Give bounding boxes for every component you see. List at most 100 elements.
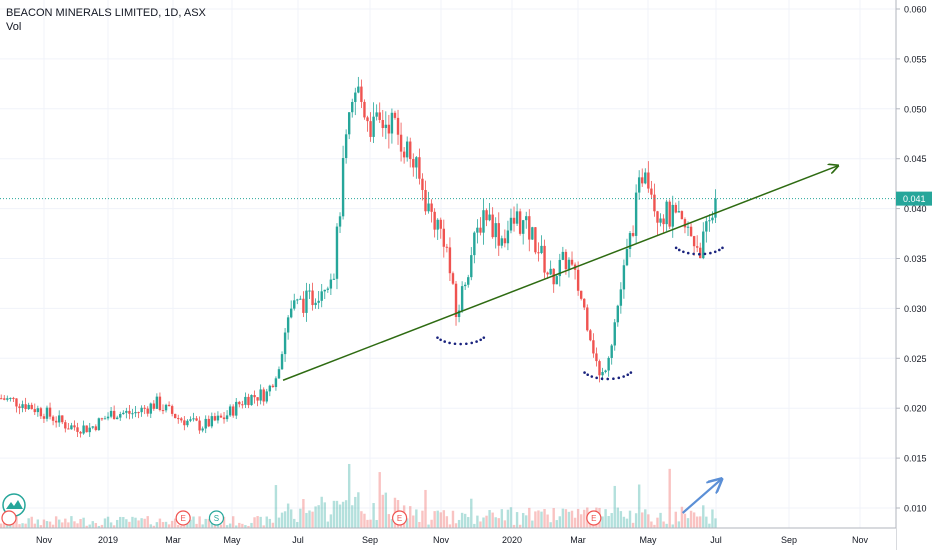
time-tick-label: Jul — [710, 535, 722, 545]
candle-body — [131, 413, 134, 415]
candle-body — [473, 232, 476, 256]
volume-bar — [64, 518, 67, 528]
candle-body — [0, 398, 3, 400]
arc-dot — [475, 340, 478, 343]
volume-bar — [711, 509, 714, 528]
candle-body — [689, 226, 693, 237]
candle-body — [366, 117, 369, 122]
volume-bar — [161, 522, 165, 528]
trendline-arrow[interactable] — [282, 166, 838, 381]
volume-bar — [146, 516, 149, 528]
volume-bar — [299, 508, 302, 528]
volume-bar — [289, 509, 293, 528]
volume-bar — [570, 510, 574, 528]
event-marker-circle[interactable] — [392, 510, 408, 526]
candle-body — [714, 198, 717, 218]
arc-dot — [590, 375, 594, 378]
candle-body — [320, 291, 323, 301]
volume-bar — [259, 516, 262, 528]
candle-body — [161, 410, 165, 412]
candle-body — [412, 159, 415, 168]
candle-body — [457, 310, 461, 318]
volume-bar — [503, 520, 507, 528]
candle-body — [540, 245, 543, 254]
volume-bar — [607, 516, 610, 528]
volume-bar — [634, 513, 638, 528]
volume-bar — [647, 514, 650, 528]
candle-body — [369, 121, 372, 137]
volume-bar — [308, 510, 311, 528]
volume-bar — [421, 510, 424, 528]
event-marker-circle[interactable] — [175, 510, 191, 526]
candle-body — [238, 401, 241, 405]
volume-bar — [30, 516, 33, 528]
candle-body — [659, 218, 662, 223]
volume-bar — [491, 512, 494, 528]
volume-bar — [250, 522, 253, 528]
volume-bar — [531, 520, 534, 528]
event-marker-circle[interactable] — [586, 510, 602, 526]
candle-body — [488, 214, 491, 221]
volume-bar — [525, 515, 528, 528]
volume-bar — [338, 504, 342, 528]
candle-body — [641, 177, 644, 184]
chart-logo-icon[interactable] — [1, 493, 26, 526]
candle-body — [442, 228, 446, 247]
volume-bar — [482, 517, 485, 528]
volume-bar — [625, 518, 629, 528]
volume-bar — [381, 494, 384, 528]
volume-bar — [45, 521, 49, 528]
volume-bar — [485, 515, 488, 528]
volume-bar — [238, 522, 241, 528]
candle-body — [51, 416, 55, 421]
volume-bar — [317, 505, 320, 528]
volume-bar — [341, 501, 345, 528]
volume-bar — [537, 510, 540, 528]
candle-body — [256, 397, 259, 401]
candle-body — [607, 357, 610, 371]
volume-bar — [15, 516, 18, 528]
candle-body — [259, 389, 262, 401]
candle-body — [112, 410, 116, 420]
candle-body — [79, 431, 82, 434]
price-axis[interactable]: 0.060 0.055 0.050 0.045 0.040 0.035 0.030 0.025… — [895, 0, 932, 550]
volume-bar — [253, 517, 256, 528]
volume-bar — [552, 508, 555, 528]
volume-bar — [534, 511, 537, 528]
volume-bar — [714, 518, 717, 528]
candle-body — [592, 340, 595, 354]
candle-body — [686, 226, 690, 228]
event-marker-circle[interactable] — [208, 510, 225, 526]
candle-body — [347, 112, 351, 135]
candle-body — [231, 406, 235, 416]
time-axis[interactable]: Nov 2019 Mar May Jul Sep Nov 2020 Mar May Jul Sep No… — [0, 527, 896, 550]
candle-body — [445, 246, 449, 248]
candle-body — [555, 276, 558, 285]
volume-bar — [247, 525, 250, 528]
candle-body — [106, 416, 110, 419]
volume-bar — [622, 516, 626, 528]
volume-arrow[interactable] — [681, 479, 722, 514]
candle-body — [567, 259, 571, 270]
volume-bar — [91, 521, 94, 528]
candle-body — [277, 369, 281, 379]
candle-body — [45, 407, 49, 419]
arc-dot — [448, 341, 451, 345]
candle-body — [317, 300, 320, 303]
volume-bar — [140, 518, 143, 528]
volume-bar — [9, 523, 12, 528]
candle-body — [122, 412, 125, 415]
volume-bar — [674, 511, 678, 528]
candle-body — [61, 415, 64, 423]
volume-bar — [235, 525, 238, 528]
volume-bar — [555, 520, 558, 528]
volume-bar — [427, 524, 430, 528]
candle-body — [601, 372, 604, 376]
volume-bar — [424, 489, 427, 528]
candle-body — [170, 406, 174, 414]
candle-body — [225, 415, 229, 420]
price-tick-label: 0.060 — [904, 5, 927, 15]
volume-bar — [231, 516, 235, 528]
candle-body — [6, 398, 9, 400]
